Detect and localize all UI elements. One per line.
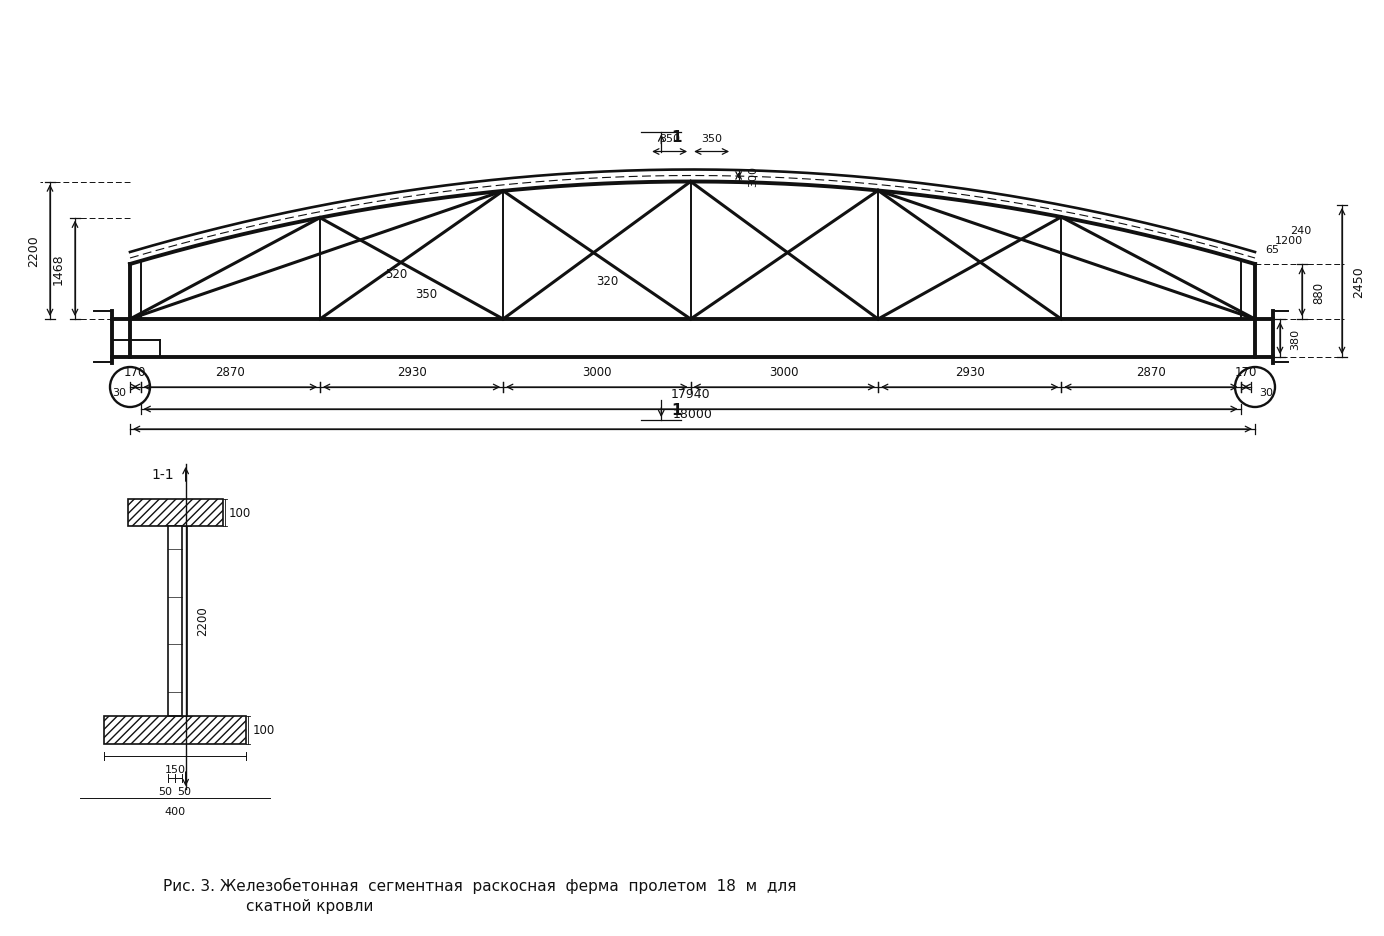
Text: 350: 350 <box>659 135 680 144</box>
Text: 380: 380 <box>1290 329 1300 349</box>
Text: 150: 150 <box>165 765 185 774</box>
Text: 1468: 1468 <box>53 254 65 285</box>
Text: 400: 400 <box>165 806 185 816</box>
Text: 350: 350 <box>415 287 437 300</box>
Text: 520: 520 <box>385 268 408 281</box>
Text: 100: 100 <box>228 506 251 519</box>
Bar <box>127 500 223 526</box>
Text: 3000: 3000 <box>583 366 612 378</box>
Text: 2200: 2200 <box>28 235 40 267</box>
Text: 3000: 3000 <box>770 366 799 378</box>
Text: 2870: 2870 <box>216 366 245 378</box>
Text: 300: 300 <box>749 166 758 187</box>
Text: 17940: 17940 <box>671 388 710 401</box>
Text: 1-1: 1-1 <box>152 467 174 481</box>
Text: 50: 50 <box>177 786 191 797</box>
Text: 18000: 18000 <box>673 407 713 420</box>
Text: 2870: 2870 <box>1136 366 1165 378</box>
Text: 880: 880 <box>1312 281 1324 303</box>
Text: 1200: 1200 <box>1275 236 1304 246</box>
Bar <box>169 526 181 716</box>
Text: 170: 170 <box>125 366 147 378</box>
Text: 240: 240 <box>1290 226 1311 236</box>
Text: 350: 350 <box>702 135 722 144</box>
Text: 1: 1 <box>671 403 682 418</box>
Text: 65: 65 <box>1265 244 1279 255</box>
Text: 170: 170 <box>1235 366 1257 378</box>
Bar <box>104 716 246 744</box>
Text: 2200: 2200 <box>195 607 209 636</box>
Text: 100: 100 <box>252 724 274 737</box>
Text: 2450: 2450 <box>1352 266 1365 298</box>
Text: 30: 30 <box>112 388 126 398</box>
Text: 50: 50 <box>158 786 173 797</box>
Text: Рис. 3. Железобетонная  сегментная  раскосная  ферма  пролетом  18  м  для: Рис. 3. Железобетонная сегментная раскос… <box>163 877 797 893</box>
Text: 30: 30 <box>1259 388 1273 398</box>
Text: 2930: 2930 <box>397 366 426 378</box>
Text: 320: 320 <box>595 274 619 287</box>
Text: 2930: 2930 <box>955 366 984 378</box>
Text: 1: 1 <box>671 130 682 145</box>
Text: скатной кровли: скатной кровли <box>246 898 374 913</box>
